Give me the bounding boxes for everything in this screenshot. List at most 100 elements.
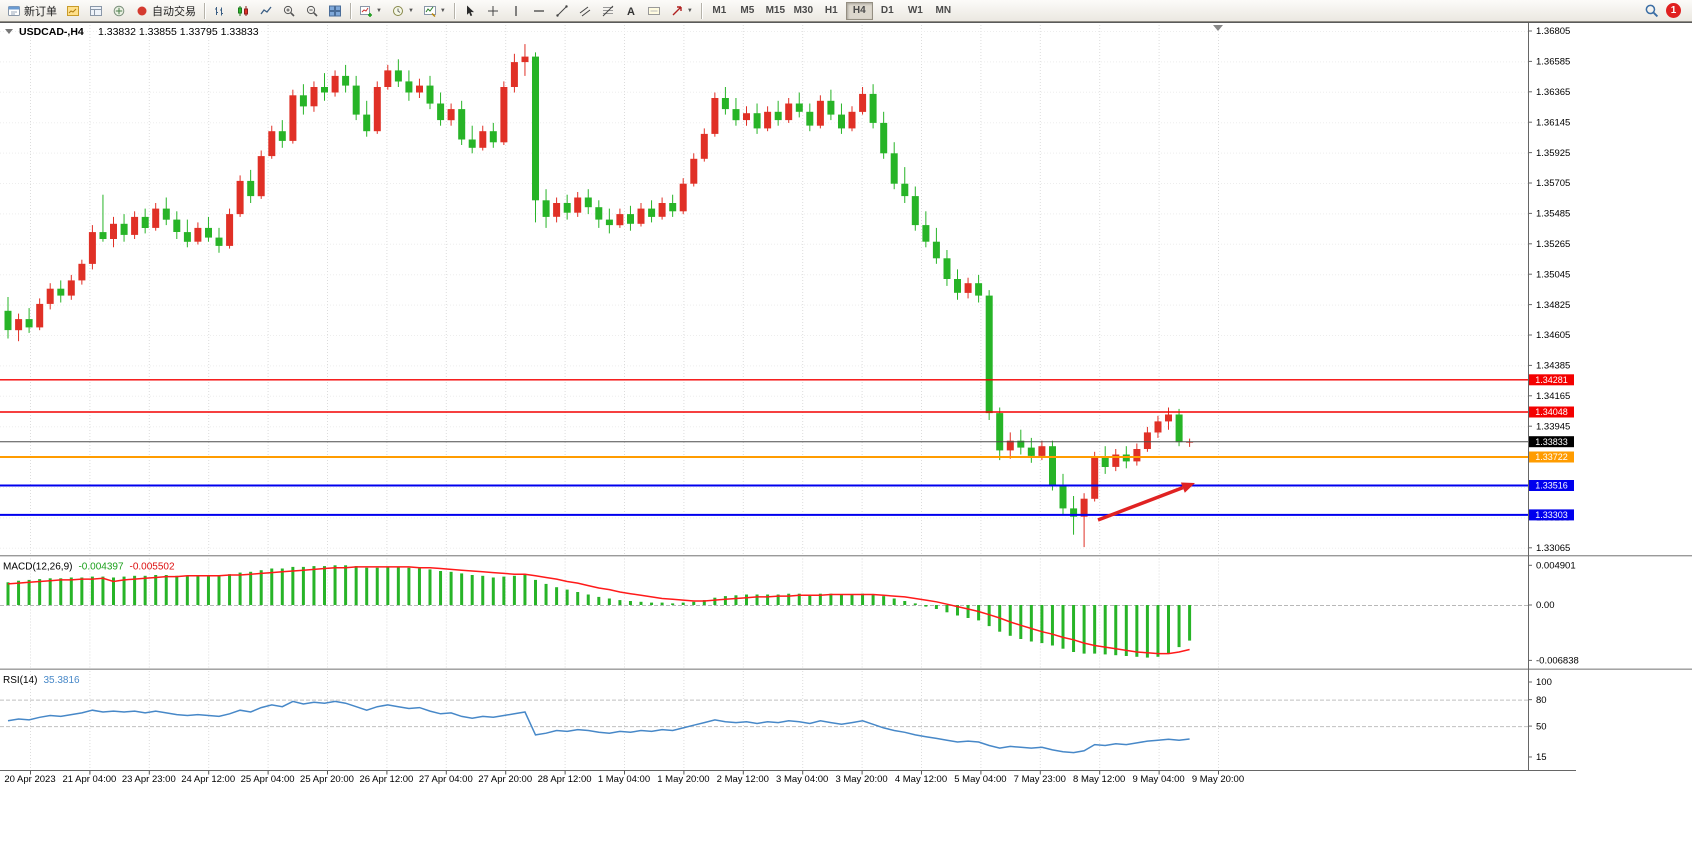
svg-text:1.35265: 1.35265 xyxy=(1536,239,1570,250)
svg-text:80: 80 xyxy=(1536,695,1547,706)
chart-symbol-period: USDCAD-,H4 xyxy=(19,26,84,38)
axis-frame xyxy=(0,22,1692,775)
svg-text:8 May 12:00: 8 May 12:00 xyxy=(1073,774,1125,785)
rsi-indicator-label: RSI(14) 35.3816 xyxy=(3,675,80,686)
svg-text:27 Apr 20:00: 27 Apr 20:00 xyxy=(478,774,532,785)
navigator-icon xyxy=(113,5,125,16)
macd-panel xyxy=(0,565,1528,658)
svg-text:4 May 12:00: 4 May 12:00 xyxy=(895,774,947,785)
data-window-button[interactable] xyxy=(85,1,107,21)
svg-text:1.35485: 1.35485 xyxy=(1536,209,1570,220)
svg-text:1.33516: 1.33516 xyxy=(1535,481,1568,491)
timeframe-h1-button[interactable]: H1 xyxy=(818,2,845,20)
svg-text:1 May 20:00: 1 May 20:00 xyxy=(657,774,709,785)
toolbar-separator xyxy=(350,2,351,19)
zoom-out-button[interactable] xyxy=(301,1,323,21)
svg-text:15: 15 xyxy=(1536,752,1547,763)
one-click-trading-toggle-icon[interactable] xyxy=(5,29,13,34)
arrow-icon xyxy=(672,5,682,15)
timeframe-d1-button[interactable]: D1 xyxy=(874,2,901,20)
horizontal-line-button[interactable] xyxy=(528,1,550,21)
macd-indicator-label: MACD(12,26,9) -0.004397 -0.005502 xyxy=(3,562,175,573)
channel-button[interactable] xyxy=(574,1,596,21)
chevron-down-icon: ▼ xyxy=(439,7,446,14)
templates-button[interactable]: ▼ xyxy=(419,1,450,21)
auto-trading-label: 自动交易 xyxy=(152,5,196,18)
svg-text:1.35925: 1.35925 xyxy=(1536,148,1570,159)
svg-text:28 Apr 12:00: 28 Apr 12:00 xyxy=(538,774,592,785)
timeframe-m15-button[interactable]: M15 xyxy=(762,2,789,20)
svg-text:-0.006838: -0.006838 xyxy=(1536,656,1579,667)
label-button[interactable] xyxy=(643,1,665,21)
label-icon xyxy=(647,6,660,15)
svg-text:9 May 20:00: 9 May 20:00 xyxy=(1192,774,1244,785)
candlestick-chart-icon xyxy=(238,5,248,16)
svg-text:26 Apr 12:00: 26 Apr 12:00 xyxy=(359,774,413,785)
svg-text:1.33303: 1.33303 xyxy=(1535,510,1568,520)
timeframe-m30-button[interactable]: M30 xyxy=(790,2,817,20)
svg-text:1.33722: 1.33722 xyxy=(1535,452,1568,462)
auto-trading-button[interactable]: 自动交易 xyxy=(131,1,200,21)
candlestick-chart-button[interactable] xyxy=(232,1,254,21)
search-button[interactable] xyxy=(1640,1,1663,21)
trendline-button[interactable] xyxy=(551,1,573,21)
svg-text:1.35705: 1.35705 xyxy=(1536,178,1570,189)
svg-text:24 Apr 12:00: 24 Apr 12:00 xyxy=(181,774,235,785)
svg-text:7 May 23:00: 7 May 23:00 xyxy=(1014,774,1066,785)
cursor-button[interactable] xyxy=(459,1,481,21)
channel-icon xyxy=(579,6,591,16)
chart-canvas[interactable]: 20 Apr 2023 21 Apr 04:00 23 Apr 23:00 24 Ap… xyxy=(0,22,1692,854)
new-chart-icon xyxy=(360,5,372,17)
notification-badge[interactable]: 1 xyxy=(1666,3,1681,18)
timeframe-mn-button[interactable]: MN xyxy=(930,2,957,20)
svg-text:1.34385: 1.34385 xyxy=(1536,361,1570,372)
horizontal-line-icon xyxy=(533,9,544,12)
marketwatch-button[interactable] xyxy=(62,1,84,21)
tile-windows-button[interactable] xyxy=(324,1,346,21)
svg-text:9 May 04:00: 9 May 04:00 xyxy=(1132,774,1184,785)
svg-text:1.34165: 1.34165 xyxy=(1536,391,1570,402)
svg-text:1.35045: 1.35045 xyxy=(1536,269,1570,280)
line-chart-icon xyxy=(260,6,272,14)
tile-windows-icon xyxy=(329,5,341,16)
svg-text:1 May 04:00: 1 May 04:00 xyxy=(598,774,650,785)
arrows-button[interactable]: ▼ xyxy=(666,1,697,21)
svg-text:0.004901: 0.004901 xyxy=(1536,561,1576,572)
svg-text:0.00: 0.00 xyxy=(1536,600,1555,611)
svg-text:1.36145: 1.36145 xyxy=(1536,117,1570,128)
svg-text:1.33065: 1.33065 xyxy=(1536,543,1570,554)
profiles-button[interactable]: ▼ xyxy=(387,1,418,21)
svg-text:25 Apr 20:00: 25 Apr 20:00 xyxy=(300,774,354,785)
new-order-button[interactable]: 新订单 xyxy=(3,1,61,21)
bar-chart-button[interactable] xyxy=(209,1,231,21)
zoom-in-button[interactable] xyxy=(278,1,300,21)
vertical-line-button[interactable] xyxy=(505,1,527,21)
crosshair-button[interactable] xyxy=(482,1,504,21)
trend-arrow xyxy=(1097,482,1195,522)
line-chart-button[interactable] xyxy=(255,1,277,21)
text-button[interactable]: A xyxy=(620,1,642,21)
timeframe-m1-button[interactable]: M1 xyxy=(706,2,733,20)
svg-text:21 Apr 04:00: 21 Apr 04:00 xyxy=(62,774,116,785)
svg-text:2 May 12:00: 2 May 12:00 xyxy=(717,774,769,785)
timeframe-m5-button[interactable]: M5 xyxy=(734,2,761,20)
svg-text:A: A xyxy=(627,6,635,18)
svg-text:5 May 04:00: 5 May 04:00 xyxy=(954,774,1006,785)
axis-labels: 20 Apr 2023 21 Apr 04:00 23 Apr 23:00 24 Ap… xyxy=(4,26,1578,785)
navigator-button[interactable] xyxy=(108,1,130,21)
trendline-icon xyxy=(556,4,568,17)
chevron-down-icon: ▼ xyxy=(407,7,414,14)
fibonacci-icon xyxy=(602,5,614,16)
svg-text:1.36805: 1.36805 xyxy=(1536,26,1570,37)
timeframe-h4-button[interactable]: H4 xyxy=(845,1,873,20)
fibonacci-button[interactable] xyxy=(597,1,619,21)
svg-text:25 Apr 04:00: 25 Apr 04:00 xyxy=(241,774,295,785)
grid xyxy=(0,25,1528,770)
svg-text:1.33945: 1.33945 xyxy=(1536,421,1570,432)
candlestick-series xyxy=(4,44,1194,548)
timeframe-w1-button[interactable]: W1 xyxy=(902,2,929,20)
svg-text:1.33833: 1.33833 xyxy=(1535,437,1568,447)
horizontal-lines xyxy=(0,379,1528,516)
svg-text:1.34048: 1.34048 xyxy=(1535,407,1568,417)
new-chart-button[interactable]: ▼ xyxy=(355,1,386,21)
